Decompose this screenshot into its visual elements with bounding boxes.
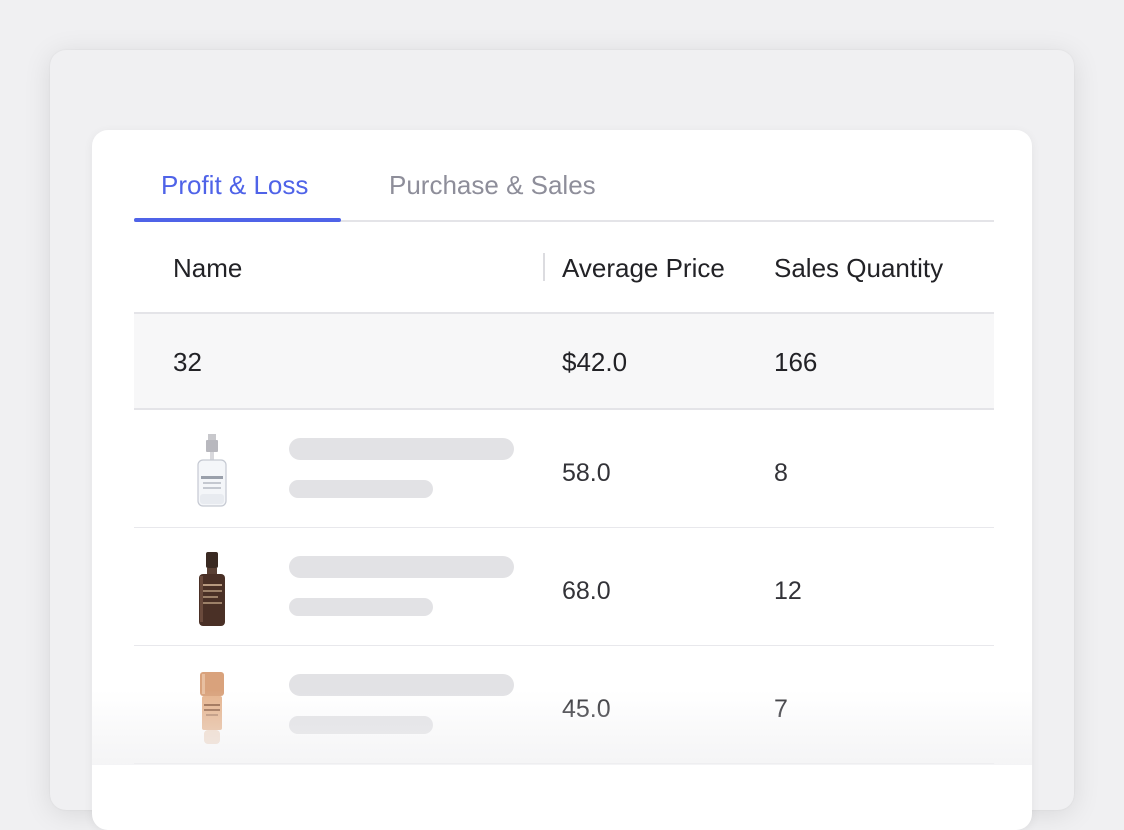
tab-profit-loss[interactable]: Profit & Loss [161,170,309,200]
name-placeholder-line [289,674,514,696]
row-sales-quantity: 12 [774,577,802,605]
summary-sales-quantity: 166 [774,347,818,377]
summary-row: 32 $42.0 166 [134,314,994,410]
table-header: Name Average Price Sales Quantity [134,222,994,314]
name-placeholder-line [289,556,514,578]
column-header-name[interactable]: Name [173,253,243,283]
row-sales-quantity: 7 [774,695,788,723]
name-placeholder-line-short [289,480,433,498]
name-placeholder-line [289,438,514,460]
tab-purchase-sales[interactable]: Purchase & Sales [389,170,596,200]
row-average-price: 68.0 [562,577,611,605]
table-row[interactable]: 58.0 8 [134,410,994,528]
table-row[interactable]: 45.0 7 [134,646,994,764]
row-average-price: 58.0 [562,459,611,487]
tab-bar: Profit & Loss Purchase & Sales [134,130,994,222]
dark-amber-serum-bottle-icon [199,552,225,626]
name-placeholder-line-short [289,598,433,616]
clear-glass-perfume-bottle-icon [197,434,227,507]
row-average-price: 45.0 [562,695,611,723]
summary-name-count: 32 [173,347,202,377]
column-header-sales-quantity[interactable]: Sales Quantity [774,253,944,283]
column-header-average-price[interactable]: Average Price [562,253,725,283]
row-sales-quantity: 8 [774,459,788,487]
table-row[interactable]: 68.0 12 [134,528,994,646]
summary-average-price: $42.0 [562,347,628,377]
name-placeholder-line-short [289,716,433,734]
column-resize-handle[interactable] [543,253,545,281]
active-tab-indicator [134,218,341,222]
table-card: Profit & Loss Purchase & Sales Name Aver… [92,130,1032,830]
peach-foundation-bottle-icon [200,672,224,744]
